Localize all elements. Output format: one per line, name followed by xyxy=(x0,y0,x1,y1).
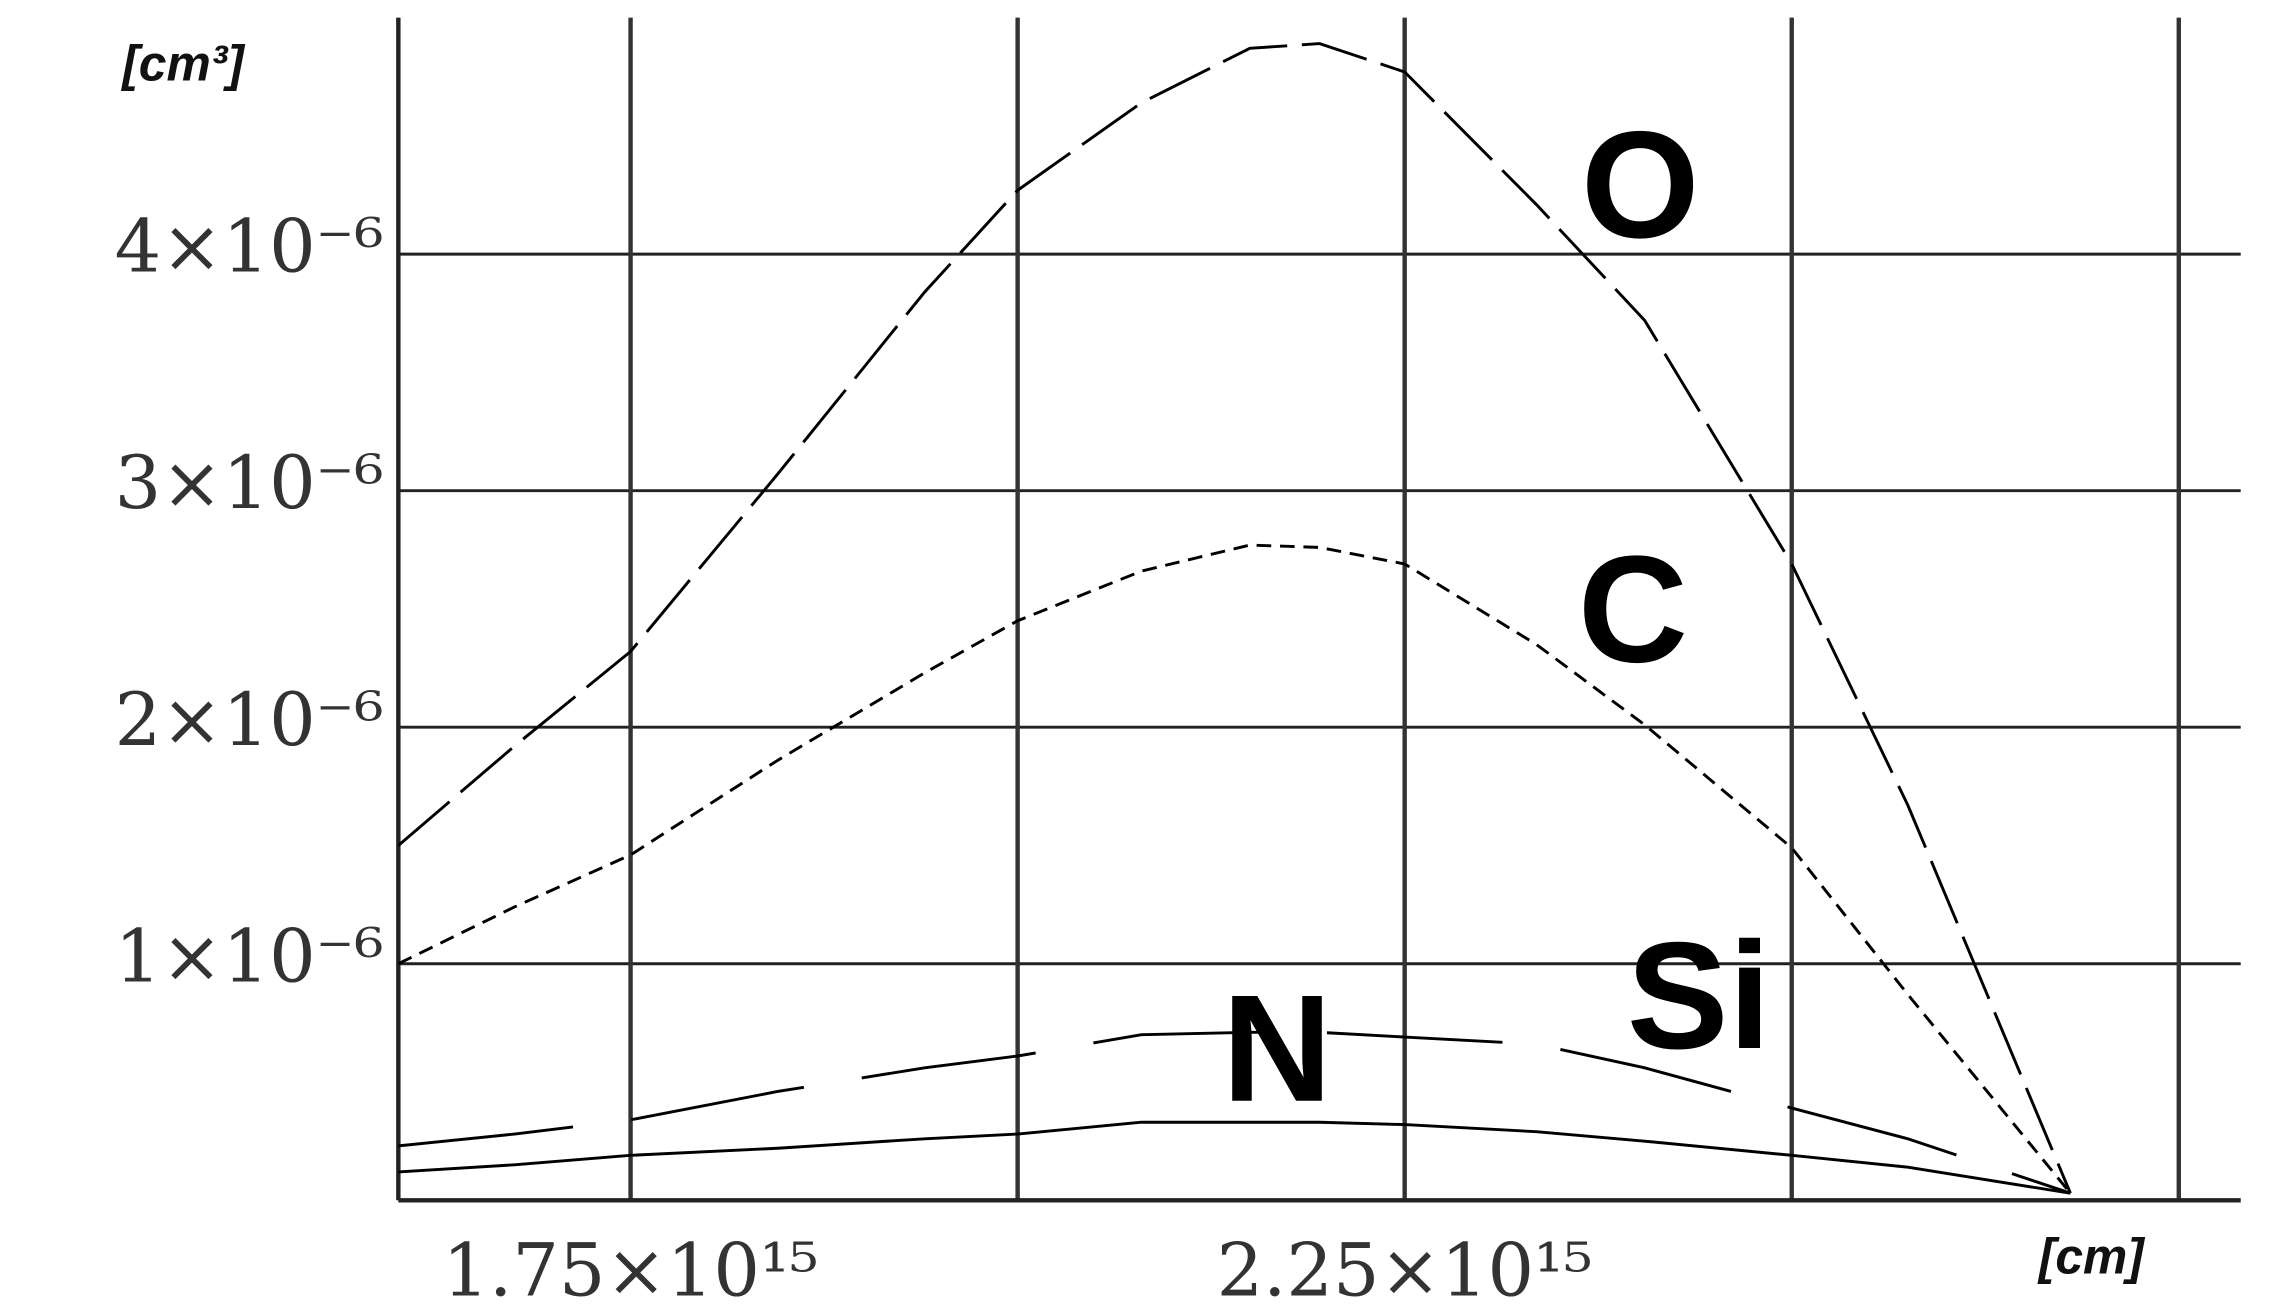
series-label: C xyxy=(1578,525,1688,695)
series-line xyxy=(398,1030,2071,1195)
y-tick-label: 3×10⁻⁶ xyxy=(115,441,384,526)
series-line xyxy=(398,1120,2071,1195)
y-axis-label: [cm³] xyxy=(120,36,245,92)
series-label: N xyxy=(1222,964,1332,1134)
series-line xyxy=(397,42,2072,1194)
y-tick-label: 2×10⁻⁶ xyxy=(115,678,384,763)
series-label: Si xyxy=(1627,911,1771,1081)
x-tick-label: 1.75×10¹⁵ xyxy=(442,1228,818,1313)
x-tick-label: 2.25×10¹⁵ xyxy=(1217,1228,1593,1313)
x-axis-label: [cm] xyxy=(2037,1228,2146,1284)
series-label: O xyxy=(1581,100,1699,270)
series-line xyxy=(397,543,2072,1195)
y-tick-label: 4×10⁻⁶ xyxy=(115,205,384,290)
y-tick-label: 1×10⁻⁶ xyxy=(115,914,384,999)
